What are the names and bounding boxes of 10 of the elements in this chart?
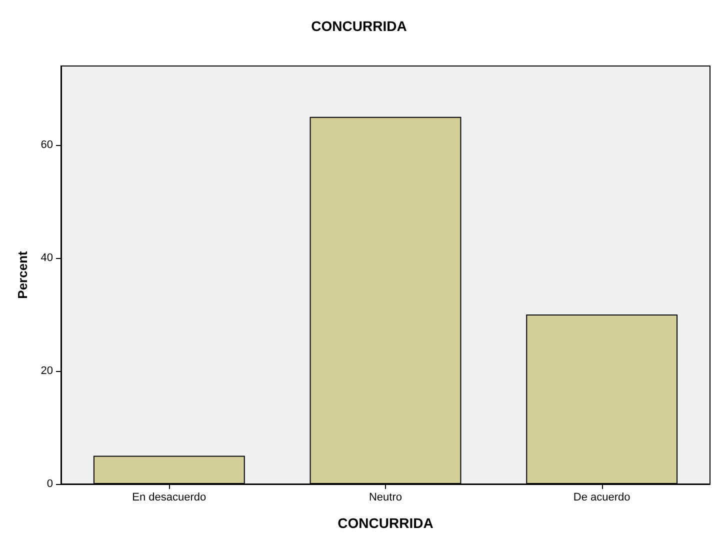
y-tick-label: 60 [40,139,53,152]
x-axis-title: CONCURRIDA [338,515,434,531]
y-axis-title: Percent [15,250,30,299]
y-tick-label: 0 [46,478,53,490]
x-tick-label: En desacuerdo [132,492,206,504]
y-tick-label: 40 [40,252,53,264]
y-tick-label: 20 [40,365,53,378]
chart-title: CONCURRIDA [311,18,407,34]
x-tick-label: Neutro [368,492,402,504]
x-tick-label: De acuerdo [573,492,630,504]
